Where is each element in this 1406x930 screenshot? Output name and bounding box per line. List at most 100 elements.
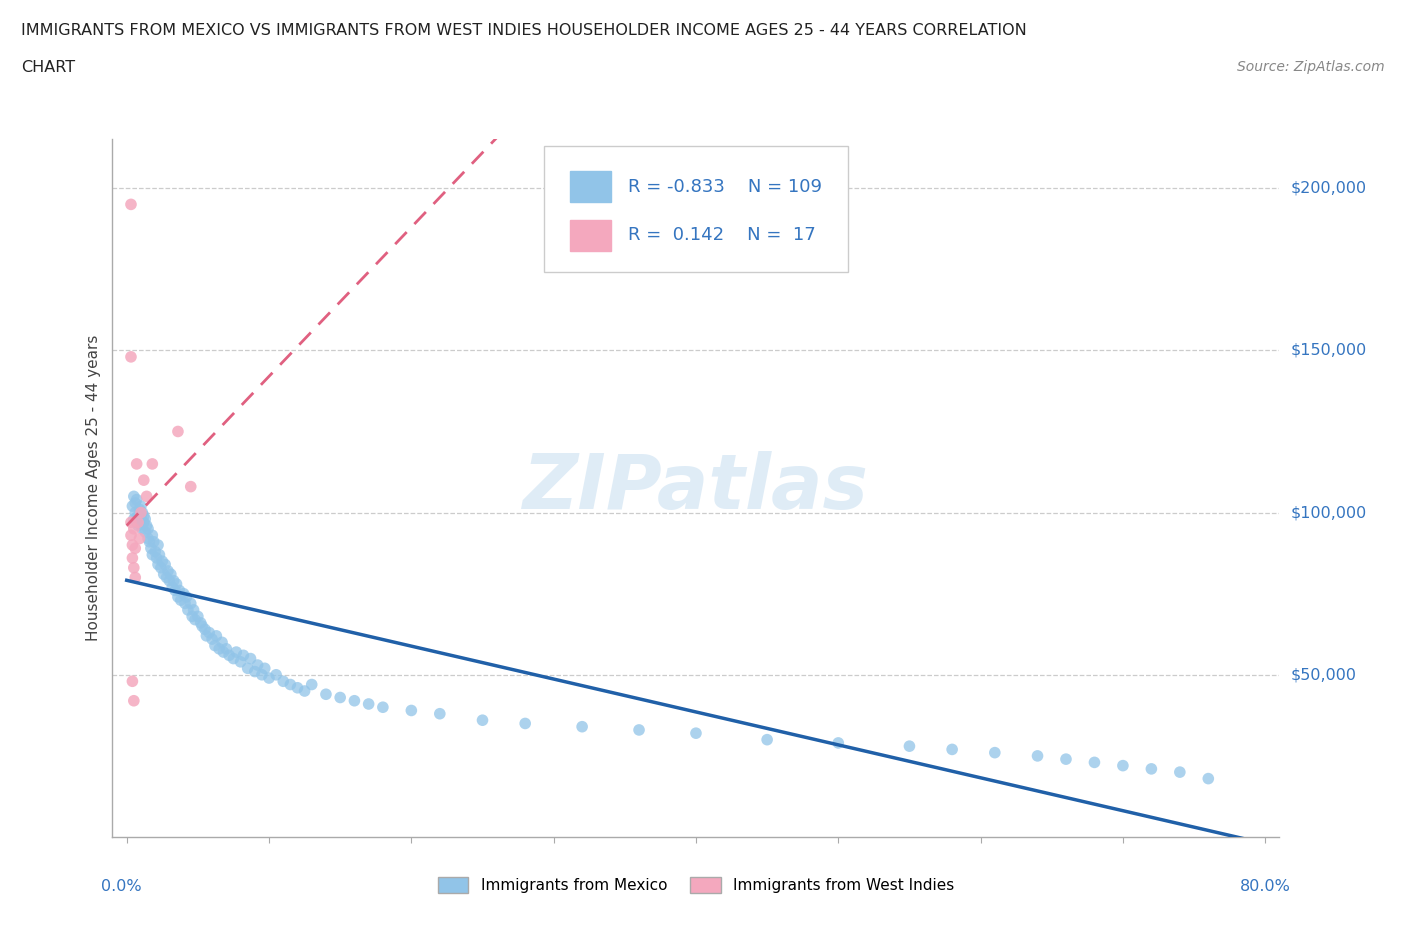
Point: [190, 616, 212, 631]
Point: [121, 674, 143, 689]
Point: [515, 716, 537, 731]
Point: [685, 725, 707, 740]
Point: [1168, 764, 1191, 779]
Point: [177, 603, 200, 618]
Point: [146, 557, 169, 572]
Point: [122, 560, 145, 575]
Point: [125, 492, 148, 507]
Point: [176, 590, 198, 604]
Point: [141, 528, 163, 543]
Point: [124, 496, 146, 511]
Point: [134, 512, 156, 526]
Point: [239, 651, 262, 666]
Point: [401, 703, 423, 718]
Point: [1140, 762, 1163, 777]
Point: [128, 502, 150, 517]
Point: [131, 505, 153, 520]
Point: [129, 498, 152, 513]
Point: [150, 553, 173, 568]
Point: [253, 661, 276, 676]
Point: [167, 590, 190, 604]
Point: [294, 684, 316, 698]
Point: [122, 693, 145, 708]
Text: ZIPatlas: ZIPatlas: [523, 451, 869, 525]
Point: [146, 538, 169, 552]
Point: [145, 551, 167, 565]
Point: [129, 512, 152, 526]
Text: R = -0.833    N = 109: R = -0.833 N = 109: [628, 178, 823, 195]
Text: R =  0.142    N =  17: R = 0.142 N = 17: [628, 226, 815, 245]
Point: [136, 531, 159, 546]
Point: [128, 531, 150, 546]
Point: [155, 570, 177, 585]
Point: [187, 609, 209, 624]
Point: [315, 687, 337, 702]
Bar: [569, 219, 610, 251]
Point: [1054, 751, 1077, 766]
Point: [628, 723, 651, 737]
Point: [222, 651, 245, 666]
Point: [132, 472, 155, 487]
Point: [131, 522, 153, 537]
Point: [181, 609, 204, 624]
Point: [166, 577, 188, 591]
Point: [134, 525, 156, 539]
Point: [208, 642, 231, 657]
Point: [148, 548, 170, 563]
Point: [571, 719, 593, 734]
Point: [122, 512, 145, 526]
Bar: [569, 171, 610, 203]
Point: [138, 535, 160, 550]
Point: [141, 457, 163, 472]
Point: [167, 424, 190, 439]
Point: [198, 625, 221, 640]
Legend: Immigrants from Mexico, Immigrants from West Indies: Immigrants from Mexico, Immigrants from …: [432, 870, 960, 899]
Point: [264, 668, 287, 683]
Point: [250, 668, 273, 683]
Point: [127, 509, 149, 524]
Point: [984, 745, 1007, 760]
Point: [218, 648, 240, 663]
Point: [135, 518, 157, 533]
Text: 80.0%: 80.0%: [1240, 879, 1291, 894]
Point: [170, 592, 193, 607]
Point: [153, 557, 176, 572]
Point: [301, 677, 323, 692]
Point: [124, 505, 146, 520]
Point: [357, 697, 380, 711]
Point: [156, 564, 179, 578]
Point: [160, 566, 183, 581]
Point: [121, 538, 143, 552]
Text: $150,000: $150,000: [1291, 343, 1367, 358]
Point: [120, 515, 142, 530]
Point: [191, 618, 214, 633]
Point: [174, 596, 197, 611]
Point: [211, 635, 233, 650]
Point: [129, 505, 152, 520]
Point: [124, 570, 146, 585]
Point: [195, 629, 218, 644]
Point: [173, 586, 195, 601]
Text: 0.0%: 0.0%: [101, 879, 142, 894]
Point: [212, 644, 235, 659]
Point: [139, 541, 162, 556]
Point: [122, 489, 145, 504]
Text: Source: ZipAtlas.com: Source: ZipAtlas.com: [1237, 60, 1385, 74]
Point: [180, 596, 202, 611]
Point: [120, 350, 142, 365]
Point: [215, 642, 238, 657]
Text: $50,000: $50,000: [1291, 668, 1357, 683]
Point: [271, 674, 294, 689]
Text: $200,000: $200,000: [1291, 180, 1367, 195]
Point: [371, 699, 394, 714]
Point: [125, 515, 148, 530]
Point: [149, 560, 172, 575]
Point: [142, 535, 165, 550]
Point: [756, 732, 779, 747]
Point: [135, 489, 157, 504]
Point: [132, 515, 155, 530]
Point: [125, 457, 148, 472]
Point: [120, 528, 142, 543]
Text: $100,000: $100,000: [1291, 505, 1367, 520]
Point: [169, 583, 191, 598]
